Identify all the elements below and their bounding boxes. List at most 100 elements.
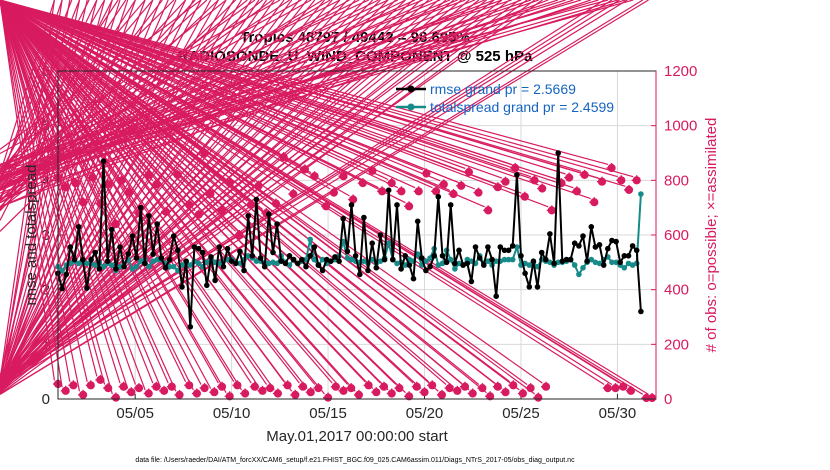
obs-assimilated-marker — [0, 0, 477, 398]
y-right-tick-label: 800 — [664, 172, 689, 189]
rmse-point — [398, 266, 404, 272]
totalspread-point — [580, 265, 586, 271]
rmse-point — [170, 233, 177, 239]
rmse-point — [344, 248, 351, 255]
rmse-point — [166, 256, 173, 263]
rmse-point — [414, 218, 421, 225]
obs-assimilated-marker — [0, 0, 396, 398]
rmse-point — [394, 202, 400, 208]
totalspread-point — [274, 260, 280, 267]
rmse-point — [137, 204, 144, 211]
rmse-point — [563, 256, 570, 263]
totalspread-point — [129, 266, 136, 272]
rmse-point — [88, 256, 94, 263]
obs-assimilated-marker — [0, 0, 209, 393]
rmse-point — [158, 255, 165, 261]
rmse-point — [315, 262, 322, 268]
rmse-point — [125, 251, 132, 257]
x-tick-label: 05/20 — [406, 405, 444, 422]
rmse-point — [249, 253, 256, 259]
rmse-point — [150, 251, 156, 257]
totalspread-point — [377, 258, 384, 265]
rmse-point — [133, 255, 140, 261]
y-right-tick-label: 1000 — [664, 118, 697, 135]
totalspread-point — [59, 267, 65, 274]
x-tick-label: 05/25 — [502, 405, 540, 422]
rmse-point — [621, 253, 628, 259]
totalspread-point — [170, 263, 177, 270]
rmse-point — [381, 256, 388, 263]
rmse-point — [75, 224, 82, 230]
obs-possible-marker — [0, 0, 641, 185]
rmse-point — [117, 244, 123, 250]
obs-assimilated-marker — [0, 0, 259, 391]
y-axis-right-ticks: 0 200 400 600 800 1000 1200 — [651, 63, 697, 408]
rmse-point — [220, 263, 227, 270]
rmse-point — [596, 242, 603, 248]
y-left-tick-label: 0 — [42, 391, 50, 408]
rmse-point — [530, 258, 537, 265]
rmse-point — [638, 308, 644, 315]
rmse-point — [633, 247, 640, 254]
rmse-point — [270, 249, 276, 256]
x-tick-label: 05/05 — [116, 405, 154, 422]
rmse-point — [179, 284, 185, 290]
rmse-point — [576, 243, 582, 249]
totalspread-point — [613, 259, 619, 266]
x-tick-label: 05/10 — [213, 405, 251, 422]
rmse-point — [501, 247, 508, 254]
rmse-point — [365, 267, 371, 274]
rmse-point — [183, 258, 189, 265]
y-right-tick-label: 600 — [664, 227, 689, 244]
y-right-tick-label: 200 — [664, 336, 689, 353]
rmse-point — [245, 213, 251, 219]
obs-assimilated-marker — [0, 0, 184, 399]
rmse-point — [443, 259, 450, 266]
y-axis-right-label: # of obs: o=possible; ×=assimilated — [703, 118, 720, 353]
rmse-point — [104, 258, 111, 265]
rmse-point — [402, 253, 409, 259]
rmse-point — [361, 214, 367, 221]
rmse-point — [447, 202, 454, 208]
x-axis-label: May.01,2017 00:00:00 start — [266, 428, 448, 445]
y-axis-left-label: rmse and totalspread — [23, 165, 40, 306]
rmse-point — [497, 244, 504, 250]
rmse-point — [543, 256, 549, 263]
totalspread-point — [452, 266, 458, 272]
x-tick-label: 05/30 — [599, 405, 637, 422]
obs-assimilated-marker — [0, 0, 153, 398]
rmse-point — [187, 324, 194, 330]
rmse-point — [600, 262, 607, 268]
rmse-point — [526, 284, 533, 290]
rmse-point — [419, 255, 425, 261]
rmse-point — [332, 254, 338, 260]
rmse-point — [357, 271, 363, 278]
rmse-point — [617, 259, 623, 266]
rmse-point — [80, 256, 86, 263]
totalspread-point — [361, 258, 367, 265]
totalspread-point — [319, 256, 326, 263]
rmse-point — [278, 258, 285, 265]
rmse-point — [286, 253, 293, 259]
legend-spread-text: totalspread grand pr = 2.4599 — [430, 99, 614, 115]
rmse-point — [551, 260, 557, 267]
totalspread-point — [447, 256, 454, 263]
rmse-point — [352, 253, 359, 259]
rmse-point — [113, 266, 119, 272]
totalspread-point — [526, 262, 533, 268]
rmse-point — [571, 240, 578, 246]
totalspread-point — [133, 263, 140, 270]
rmse-point — [460, 262, 466, 268]
rmse-point — [518, 253, 524, 259]
totalspread-point — [576, 271, 582, 278]
rmse-point — [559, 258, 566, 265]
totalspread-point — [402, 262, 409, 268]
rmse-point — [253, 196, 260, 203]
totalspread-point — [588, 256, 595, 263]
obs-assimilated-marker — [0, 0, 462, 395]
rmse-point — [233, 260, 239, 267]
totalspread-point — [311, 256, 318, 263]
rmse-point — [390, 256, 396, 263]
rmse-point — [377, 232, 384, 238]
